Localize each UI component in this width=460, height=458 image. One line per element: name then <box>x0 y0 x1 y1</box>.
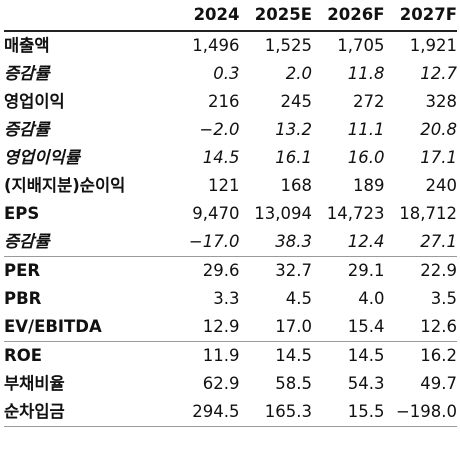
row-value: 4.5 <box>285 289 312 308</box>
row-value: 14.5 <box>312 341 385 370</box>
row-value: −2.0 <box>199 120 240 139</box>
row-value: 15.4 <box>347 317 385 336</box>
row-value: 11.9 <box>167 341 240 370</box>
row-value: 121 <box>208 176 240 195</box>
row-value: 13.2 <box>275 120 312 139</box>
table-row: 부채비율 62.9 58.5 54.3 49.7 <box>4 370 457 398</box>
row-value: 12.9 <box>202 317 240 336</box>
table-body: 매출액 1,496 1,525 1,705 1,921 증감률 0.3 2.0 11.8 12.7… <box>4 31 457 427</box>
row-value: 1,525 <box>264 36 312 55</box>
row-value: 27.1 <box>420 232 457 251</box>
row-value: 294.5 <box>167 398 240 427</box>
row-label: PBR <box>4 289 42 308</box>
table-row: (지배지분)순이익 121 168 189 240 <box>4 172 457 200</box>
row-value: 9,470 <box>192 204 240 223</box>
row-value: 216 <box>208 92 240 111</box>
row-value: 189 <box>353 176 385 195</box>
row-value: 3.3 <box>213 289 240 308</box>
row-value: 272 <box>353 92 385 111</box>
row-value: 16.2 <box>384 341 457 370</box>
row-label: PER <box>4 256 167 285</box>
row-label: 부채비율 <box>4 374 65 393</box>
row-value: 165.3 <box>239 398 312 427</box>
row-label: 순차입금 <box>4 398 167 427</box>
row-label: 영업이익률 <box>4 148 80 167</box>
row-value: 12.4 <box>347 232 385 251</box>
table-row: 증감률 −17.0 38.3 12.4 27.1 <box>4 228 457 257</box>
table-row: 증감률 −2.0 13.2 11.1 20.8 <box>4 116 457 144</box>
table-row: EPS 9,470 13,094 14,723 18,712 <box>4 200 457 228</box>
row-value: 11.1 <box>347 120 385 139</box>
row-value: −198.0 <box>384 398 457 427</box>
table-row: PBR 3.3 4.5 4.0 3.5 <box>4 285 457 313</box>
row-value: 32.7 <box>239 256 312 285</box>
row-value: 11.8 <box>347 64 385 83</box>
row-value: −17.0 <box>188 232 240 251</box>
row-label: 증감률 <box>4 232 50 251</box>
table-row: 영업이익 216 245 272 328 <box>4 88 457 116</box>
row-value: 14.5 <box>239 341 312 370</box>
row-value: 18,712 <box>399 204 457 223</box>
row-label: EPS <box>4 204 40 223</box>
row-value: 12.7 <box>420 64 457 83</box>
row-label: 영업이익 <box>4 92 65 111</box>
row-value: 14,723 <box>326 204 385 223</box>
row-value: 15.5 <box>312 398 385 427</box>
row-value: 22.9 <box>384 256 457 285</box>
row-label: 매출액 <box>4 36 50 55</box>
row-value: 29.1 <box>312 256 385 285</box>
table-row: 매출액 1,496 1,525 1,705 1,921 <box>4 31 457 60</box>
table-row: ROE 11.9 14.5 14.5 16.2 <box>4 341 457 370</box>
row-value: 168 <box>280 176 313 195</box>
row-value: 62.9 <box>202 374 240 393</box>
row-value: 12.6 <box>420 317 457 336</box>
table-row: PER 29.6 32.7 29.1 22.9 <box>4 256 457 285</box>
row-value: 2.0 <box>285 64 312 83</box>
header-year-2027f: 2027F <box>384 0 457 32</box>
financial-table: 2024 2025E 2026F 2027F 매출액 1,496 1,525 1,70… <box>4 0 457 427</box>
row-value: 1,921 <box>409 36 457 55</box>
row-value: 38.3 <box>275 232 312 251</box>
header-year-2025e: 2025E <box>239 0 312 32</box>
row-value: 1,496 <box>192 36 240 55</box>
row-label: (지배지분)순이익 <box>4 176 126 195</box>
table-row: 순차입금 294.5 165.3 15.5 −198.0 <box>4 398 457 427</box>
table-row: 영업이익률 14.5 16.1 16.0 17.1 <box>4 144 457 172</box>
row-value: 328 <box>425 92 458 111</box>
row-value: 14.5 <box>202 148 240 167</box>
header-year-2026f: 2026F <box>312 0 385 32</box>
row-value: 17.1 <box>420 148 457 167</box>
row-value: 17.0 <box>275 317 312 336</box>
row-value: 16.0 <box>347 148 385 167</box>
row-value: 0.3 <box>213 64 240 83</box>
row-value: 13,094 <box>254 204 312 223</box>
row-value: 16.1 <box>275 148 312 167</box>
row-value: 240 <box>425 176 458 195</box>
row-label: 증감률 <box>4 120 50 139</box>
row-value: 58.5 <box>275 374 312 393</box>
table-row: EV/EBITDA 12.9 17.0 15.4 12.6 <box>4 313 457 342</box>
header-label-cell <box>4 0 167 32</box>
header-row: 2024 2025E 2026F 2027F <box>4 0 457 32</box>
table-row: 증감률 0.3 2.0 11.8 12.7 <box>4 60 457 88</box>
header-year-2024: 2024 <box>167 0 240 32</box>
row-label: ROE <box>4 341 167 370</box>
row-value: 4.0 <box>358 289 385 308</box>
row-value: 20.8 <box>420 120 457 139</box>
row-label: 증감률 <box>4 64 50 83</box>
row-label: EV/EBITDA <box>4 317 102 336</box>
row-value: 54.3 <box>347 374 385 393</box>
row-value: 29.6 <box>167 256 240 285</box>
row-value: 1,705 <box>337 36 385 55</box>
row-value: 3.5 <box>430 289 457 308</box>
row-value: 49.7 <box>420 374 457 393</box>
row-value: 245 <box>280 92 313 111</box>
